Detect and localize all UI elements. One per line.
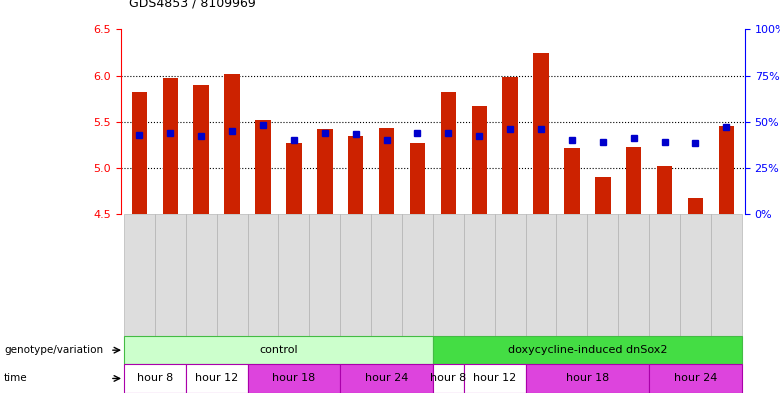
Text: hour 18: hour 18: [566, 373, 609, 384]
Bar: [502, 77, 518, 214]
Bar: [441, 92, 456, 214]
Bar: [193, 85, 209, 214]
Bar: [132, 92, 147, 214]
Bar: [348, 136, 363, 214]
Text: control: control: [259, 345, 298, 355]
Bar: [718, 125, 734, 214]
Bar: [410, 143, 425, 214]
Bar: [317, 129, 332, 214]
Text: hour 24: hour 24: [365, 373, 408, 384]
Text: hour 18: hour 18: [272, 373, 316, 384]
Text: GDS4853 / 8109969: GDS4853 / 8109969: [129, 0, 256, 10]
Bar: [379, 128, 394, 214]
Text: hour 24: hour 24: [674, 373, 717, 384]
Bar: [472, 106, 487, 214]
Bar: [255, 120, 271, 214]
Text: genotype/variation: genotype/variation: [4, 345, 103, 355]
Text: time: time: [4, 373, 27, 384]
Bar: [657, 166, 672, 214]
Text: hour 12: hour 12: [473, 373, 516, 384]
Text: doxycycline-induced dnSox2: doxycycline-induced dnSox2: [508, 345, 667, 355]
Bar: [286, 143, 302, 214]
Text: hour 8: hour 8: [136, 373, 173, 384]
Bar: [225, 74, 239, 214]
Bar: [595, 177, 611, 214]
Bar: [162, 79, 178, 214]
Bar: [688, 198, 704, 214]
Bar: [626, 147, 641, 214]
Text: hour 8: hour 8: [431, 373, 466, 384]
Bar: [564, 148, 580, 214]
Text: hour 12: hour 12: [195, 373, 238, 384]
Bar: [534, 53, 549, 214]
